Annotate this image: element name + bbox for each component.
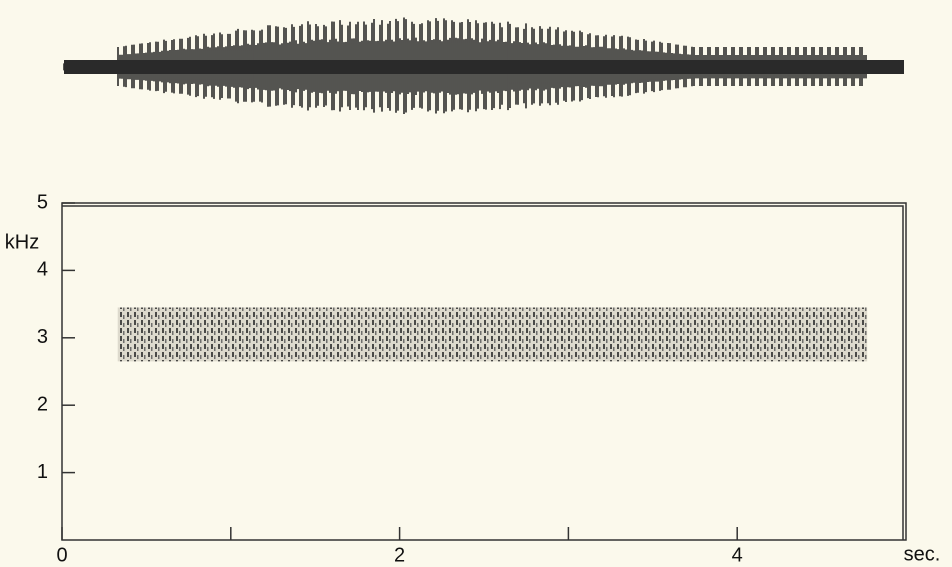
x-tick-label: 4 xyxy=(732,544,743,566)
plot-frame-inner xyxy=(62,206,903,540)
plot-frame xyxy=(62,203,906,540)
y-tick-label: 5 xyxy=(37,191,48,213)
y-tick-label: 4 xyxy=(37,259,48,281)
y-tick-label: 3 xyxy=(37,326,48,348)
y-axis-label: kHz xyxy=(5,231,39,253)
figure: kHz sec. 1 2 3 4 5 0 2 4 xyxy=(0,0,952,567)
x-tick-label: 2 xyxy=(394,544,405,566)
y-tick-label: 1 xyxy=(37,461,48,483)
spectrogram-band xyxy=(118,307,867,361)
x-tick-label: 0 xyxy=(56,544,67,566)
y-tick-label: 2 xyxy=(37,393,48,415)
x-axis-label: sec. xyxy=(904,543,941,565)
waveform xyxy=(64,18,904,115)
waveform-core xyxy=(64,60,904,74)
